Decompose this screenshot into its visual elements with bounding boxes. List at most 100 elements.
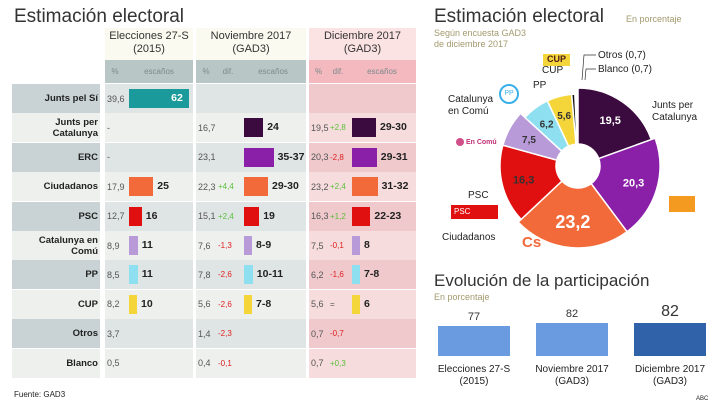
dif-value: -2,6 [218,270,232,280]
participation-category: Noviembre 2017 [535,364,609,375]
party-label: Junts pel Sí [12,84,100,113]
participation-category-sub: (GAD3) [555,376,589,387]
pct-value: 8,5 [107,269,120,280]
leader-line [581,54,596,81]
dif-value [218,84,242,113]
pct-value [198,84,218,113]
pct-value: - [107,122,110,133]
dif-value: +0,3 [330,358,346,368]
participation-category-sub: (2015) [459,376,489,387]
participation-bar [536,323,608,356]
leader-line [584,68,596,81]
seat-value: 10 [141,297,153,310]
pct-value: 19,5 [311,122,329,133]
pie-unit: En porcentaje [626,14,682,24]
participation-value: 77 [467,311,481,323]
group-header: Elecciones 27-S (2015) [105,30,193,58]
column-headers: % dif. escaños [196,60,306,83]
col-dif: dif. [222,67,234,76]
pie-subtitle-2: de diciembre 2017 [434,39,509,49]
pie-category-label: Ciudadanos [442,232,495,243]
group-cell-bg [105,289,193,319]
participation-value: 82 [661,303,679,320]
participation-title: Evolución de la participación [434,271,650,290]
credit: ABC [696,396,709,402]
col-pct: % [202,67,210,76]
group-cell-bg [309,289,416,319]
seat-bar [352,265,360,285]
pct-value: 6,2 [311,269,324,280]
pct-value: 16,7 [198,122,216,133]
seat-value: 6 [364,297,370,310]
seat-value: 31-32 [381,180,409,193]
group-header: Diciembre 2017 (GAD3) [309,30,416,58]
seat-value: 11 [141,268,153,281]
group-cell-bg [309,348,416,378]
group-cell-bg [309,231,416,260]
seat-bar [352,177,378,197]
participation-category-sub: (GAD3) [653,376,687,387]
pct-value: 3,7 [107,328,120,339]
pie-slice [570,93,578,145]
pie-category-label: Junts per Catalunya [652,100,697,123]
seat-value: 29-30 [380,121,407,134]
dif-value: -1,3 [218,241,232,250]
seat-bar [244,294,252,314]
pct-value: 22,3 [198,181,216,192]
seat-value: 29-31 [380,150,408,163]
pie-value-label: 7,5 [522,135,536,146]
table-row: Ciudadanos 17,9 25 22,3 +4,4 29-30 23,2 +2,4 31-… [12,172,416,202]
pie-slice [517,180,629,249]
seat-value: 10-11 [256,268,284,281]
dif-value [218,143,242,172]
col-seats: escaños [367,67,397,76]
group-header-bg [309,28,416,60]
party-label: CUP [12,289,100,319]
seat-bar [352,206,371,226]
pie-title: Estimación electoral [434,6,605,27]
participation-bar [634,323,706,356]
dif-value: -2,3 [218,329,232,339]
seat-bar [352,294,360,314]
seat-bar [129,265,138,285]
pct-value: 12,7 [107,211,125,222]
col-seats: escaños [144,67,174,76]
seat-value: 22-23 [374,209,402,222]
dif-value: +4,4 [218,182,234,192]
pie-value-label: 20,3 [623,178,644,190]
col-seats: escaños [258,67,288,76]
seat-bar [244,206,260,226]
group-cell-bg [105,260,193,290]
party-label: PP [12,260,100,290]
pct-value: 0,4 [198,358,211,369]
pct-value: 15,1 [198,211,216,222]
pct-value: 23,1 [198,152,216,163]
dif-value: -0,7 [330,329,344,339]
table-row: ERC - 23,1 35-37 20,3 -2,8 29-31 [12,142,416,172]
pie-slice [590,137,661,233]
pie-category-label: Blanco (0,7) [598,64,652,75]
dif-value: -1,6 [330,270,344,280]
pct-value: 0,7 [311,328,324,339]
dif-value: -0,1 [218,358,232,368]
group-cell-bg [105,142,193,172]
col-dif: dif. [332,67,344,76]
seat-bar [352,236,360,255]
pie-category-label: Catalunya en Comú [448,94,493,117]
group-header-sub: (GAD3) [343,43,382,55]
pp-logo: PP [499,84,519,104]
group-header-bg [105,28,193,60]
seat-bar [244,265,253,285]
table-row: Otros 3,7 1,4 -2,3 0,7 -0,7 [12,319,416,349]
seat-value: 16 [145,209,158,222]
group-cell-bg [105,231,193,260]
seat-bar [244,236,252,255]
seat-bar [129,206,142,226]
participation-unit: En porcentaje [434,292,490,302]
group-cell-bg [309,319,416,349]
table-row: Junts per Catalunya - 16,7 24 19,5 +2,8 29-30 [12,113,416,143]
dif-value: +1,2 [330,211,346,221]
col-pct: % [111,67,119,76]
participation-bar [438,326,510,356]
